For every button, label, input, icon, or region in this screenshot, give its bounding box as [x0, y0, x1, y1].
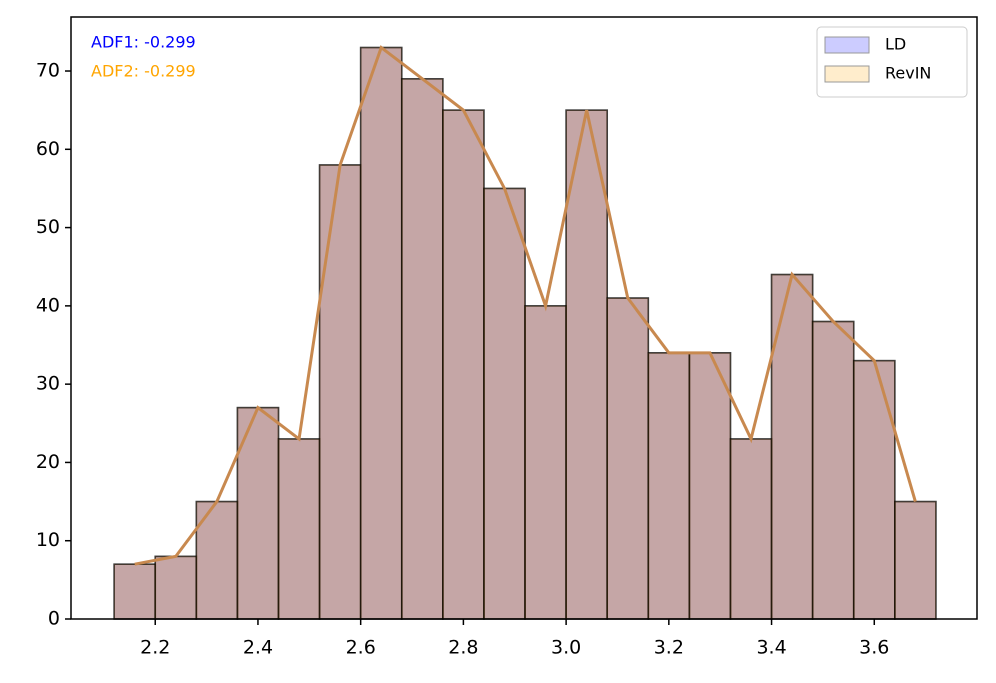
histogram-bar — [729, 438, 773, 620]
legend-swatch — [824, 65, 870, 83]
histogram-bar — [894, 500, 937, 620]
plot-frame — [70, 16, 978, 620]
histogram-bar — [154, 555, 198, 620]
x-tick-label: 3.4 — [756, 637, 786, 659]
y-tick-label: 50 — [36, 216, 60, 238]
annotation: ADF2: -0.299 — [91, 62, 196, 81]
histogram-bar — [400, 78, 444, 620]
histogram-bar — [852, 359, 896, 620]
histogram-bar — [565, 109, 609, 620]
x-tick-label: 3.2 — [654, 637, 684, 659]
histogram-bar — [524, 305, 567, 620]
legend-label: RevIN — [885, 64, 931, 83]
histogram-bar — [811, 320, 855, 620]
x-tick-label: 2.8 — [448, 637, 478, 659]
histogram-bar — [113, 563, 157, 620]
y-tick-label: 40 — [36, 294, 60, 316]
x-tick-label: 3.0 — [551, 637, 581, 659]
x-tick-label: 2.6 — [346, 637, 376, 659]
y-tick-label: 10 — [36, 529, 60, 551]
y-tick-label: 30 — [36, 373, 60, 395]
histogram-bar — [154, 555, 198, 620]
y-tick-label: 70 — [36, 60, 60, 82]
y-tick-label: 20 — [36, 451, 60, 473]
histogram-bar — [483, 187, 526, 620]
x-tick-label: 2.2 — [140, 637, 170, 659]
annotation: ADF1: -0.299 — [91, 33, 196, 52]
legend-box — [816, 26, 968, 98]
histogram-bar — [277, 438, 321, 620]
x-tick-label: 2.4 — [243, 637, 273, 659]
histogram-bar — [688, 352, 732, 620]
histogram-bar — [483, 187, 526, 620]
histogram-bar — [318, 164, 362, 620]
histogram-bar — [606, 297, 650, 620]
legend-label: LD — [885, 35, 906, 54]
histogram-bar — [565, 109, 609, 620]
histogram-bar — [442, 109, 485, 620]
legend-swatch — [824, 36, 870, 54]
histogram-bar — [647, 352, 691, 620]
line — [134, 45, 917, 566]
y-tick-label: 0 — [48, 608, 60, 630]
x-tick-label: 3.6 — [859, 637, 889, 659]
histogram-bar — [894, 500, 937, 620]
y-tick-label: 60 — [36, 138, 60, 160]
histogram-bar — [359, 46, 403, 620]
